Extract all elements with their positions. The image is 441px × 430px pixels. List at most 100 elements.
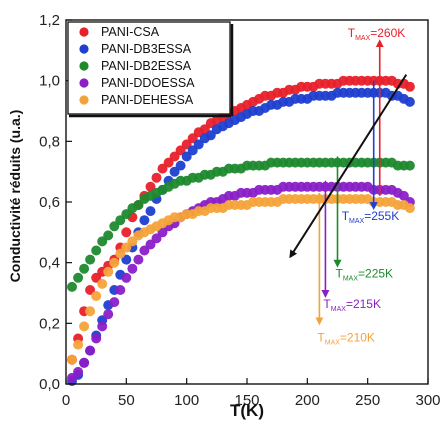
data-point-pani-ddoessa — [109, 297, 120, 308]
tmax-label: TMAX=225K — [336, 267, 394, 283]
data-point-pani-dehessa — [103, 266, 114, 277]
data-point-pani-ddoessa — [103, 309, 114, 320]
data-point-pani-db2essa — [115, 215, 126, 226]
tmax-label-value: =225K — [358, 267, 393, 281]
data-point-pani-db3essa — [205, 130, 216, 141]
data-point-pani-dehessa — [97, 278, 108, 289]
data-point-pani-db3essa — [175, 160, 186, 171]
tmax-label-t: T — [348, 26, 356, 40]
data-point-pani-csa — [169, 151, 180, 162]
x-tick-label: 250 — [355, 392, 380, 409]
data-point-pani-db2essa — [91, 245, 102, 256]
data-point-pani-ddoessa — [97, 321, 108, 332]
legend-marker — [79, 27, 89, 37]
data-point-pani-ddoessa — [151, 233, 162, 244]
y-tick-label: 0,4 — [39, 255, 60, 272]
data-point-pani-db3essa — [404, 96, 415, 107]
data-point-pani-db3essa — [139, 215, 150, 226]
data-point-pani-csa — [199, 124, 210, 135]
tmax-label-sub: MAX — [331, 306, 347, 313]
x-tick-label: 50 — [118, 392, 135, 409]
data-point-pani-db2essa — [103, 230, 114, 241]
data-point-pani-ddoessa — [79, 357, 90, 368]
tmax-label-t: T — [336, 267, 344, 281]
legend-marker — [79, 78, 89, 88]
tmax-label-sub: MAX — [325, 339, 341, 346]
x-tick-label: 0 — [62, 392, 70, 409]
tmax-label: TMAX=260K — [348, 26, 406, 42]
tmax-label-value: =210K — [340, 330, 375, 344]
legend-label: PANI-DEHESSA — [101, 93, 194, 107]
data-point-pani-ddoessa — [398, 190, 409, 201]
data-point-pani-db3essa — [145, 206, 156, 217]
tmax-label-t: T — [342, 209, 350, 223]
tmax-label-t: T — [323, 297, 331, 311]
x-tick-label: 300 — [415, 392, 440, 409]
data-point-pani-ddoessa — [145, 239, 156, 250]
x-axis-label: T(K) — [230, 401, 264, 420]
data-point-pani-ddoessa — [121, 272, 132, 283]
data-point-pani-dehessa — [73, 339, 84, 350]
data-point-pani-ddoessa — [127, 263, 138, 274]
legend-box — [67, 21, 231, 115]
data-point-pani-dehessa — [91, 291, 102, 301]
tmax-label: TMAX=215K — [323, 297, 381, 313]
tmax-label-sub: MAX — [343, 276, 359, 283]
legend-marker — [79, 61, 89, 71]
y-tick-label: 1,2 — [39, 12, 60, 29]
data-point-pani-dehessa — [121, 242, 132, 253]
data-point-pani-db2essa — [79, 263, 90, 274]
data-point-pani-db2essa — [109, 221, 120, 232]
data-point-pani-ddoessa — [85, 345, 96, 356]
tmax-label-value: =255K — [364, 209, 399, 223]
tmax-label: TMAX=255K — [342, 209, 400, 225]
data-point-pani-db2essa — [404, 160, 415, 171]
x-tick-label: 200 — [295, 392, 320, 409]
legend: PANI-CSA PANI-DB3ESSA PANI-DB2ESSA PANI-DDO… — [67, 21, 234, 118]
data-point-pani-db3essa — [193, 139, 204, 150]
legend-marker — [79, 44, 89, 54]
legend-label: PANI-CSA — [101, 25, 160, 39]
data-point-pani-csa — [145, 181, 156, 192]
data-point-pani-ddoessa — [91, 333, 102, 344]
y-tick-label: 1,0 — [39, 73, 60, 90]
data-point-pani-ddoessa — [133, 254, 144, 265]
y-tick-label: 0,0 — [39, 376, 60, 393]
tmax-label-sub: MAX — [349, 218, 365, 225]
tmax-label-sub: MAX — [355, 35, 371, 42]
tmax-label-value: =215K — [346, 297, 381, 311]
data-point-pani-db2essa — [67, 281, 77, 292]
data-point-pani-csa — [175, 145, 186, 156]
data-point-pani-dehessa — [79, 321, 90, 332]
tmax-annotations: TMAX=260KTMAX=255KTMAX=225KTMAX=215KTMAX… — [289, 26, 408, 346]
data-point-pani-db3essa — [181, 151, 192, 162]
x-tick-label: 100 — [174, 392, 199, 409]
y-tick-label: 0,6 — [39, 194, 60, 211]
data-point-pani-csa — [404, 81, 415, 92]
legend-marker — [79, 95, 89, 105]
data-point-pani-db2essa — [73, 272, 84, 283]
data-point-pani-csa — [121, 227, 132, 238]
tmax-label: TMAX=210K — [317, 330, 375, 346]
y-axis-label: Conductivité réduits (u.a.) — [7, 110, 23, 283]
data-point-pani-dehessa — [115, 248, 126, 259]
data-point-pani-dehessa — [109, 257, 120, 268]
legend-label: PANI-DDOESSA — [101, 76, 195, 90]
data-point-pani-ddoessa — [115, 285, 126, 295]
data-point-pani-ddoessa — [73, 366, 84, 377]
axis-ticks: 0 50 100 150 200 250 300 0,0 0,2 0,4 0,6 0,8 1,0 1,2 — [39, 12, 440, 409]
data-point-pani-dehessa — [404, 203, 415, 214]
data-point-pani-db2essa — [85, 254, 96, 265]
data-point-pani-dehessa — [67, 354, 77, 365]
legend-label: PANI-DB2ESSA — [101, 59, 192, 73]
trend-arrow — [289, 74, 408, 259]
data-point-pani-db3essa — [169, 166, 180, 177]
tmax-label-value: =260K — [370, 26, 405, 40]
data-point-pani-ddoessa — [139, 245, 150, 256]
legend-label: PANI-DB3ESSA — [101, 42, 192, 56]
series-pani-db2essa — [67, 157, 415, 292]
data-point-pani-csa — [151, 172, 162, 183]
y-tick-label: 0,2 — [39, 315, 60, 332]
x-tick-label: 150 — [234, 392, 259, 409]
